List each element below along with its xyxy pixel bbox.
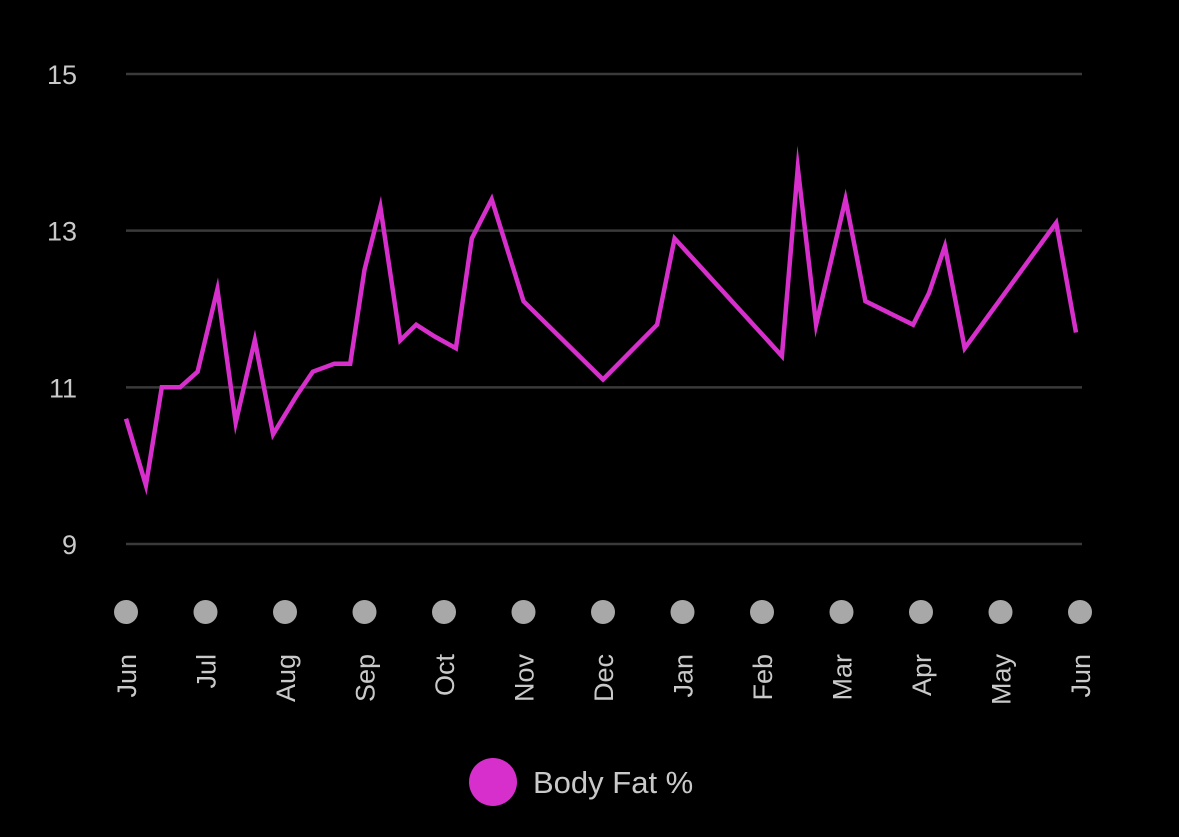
x-tick-label-mar: Mar (828, 654, 858, 701)
x-axis-tick-labels: Jun Jul Aug Sep Oct Nov Dec Jan Feb Mar Apr May Jun (112, 654, 1096, 706)
x-tick-label-may: May (987, 654, 1017, 706)
x-tick-label-jun: Jun (1066, 654, 1096, 698)
series-lines (123, 145, 1079, 496)
x-tick-dot (432, 600, 456, 624)
x-tick-dot (193, 600, 218, 624)
x-axis-tick-dots (114, 600, 1092, 624)
x-tick-dot (750, 600, 774, 624)
x-tick-dot (909, 600, 933, 624)
x-tick-dot (988, 600, 1013, 624)
series-line-body-fat (123, 145, 1079, 496)
x-tick-label-dec: Dec (589, 654, 619, 702)
legend: Body Fat % (469, 758, 693, 806)
x-tick-dot (829, 600, 854, 624)
x-tick-label-jul: Jul (192, 654, 222, 689)
y-tick-label: 13 (47, 217, 77, 247)
legend-label-body-fat: Body Fat % (533, 765, 693, 800)
x-tick-dot (273, 600, 297, 624)
y-axis-tick-labels: 9 11 13 15 (47, 60, 77, 560)
y-tick-label: 11 (49, 373, 77, 403)
x-tick-label-aug: Aug (271, 654, 301, 702)
x-tick-label-sep: Sep (351, 654, 381, 702)
x-tick-dot (114, 600, 138, 624)
x-tick-dot (511, 600, 536, 624)
x-tick-label-oct: Oct (430, 654, 460, 697)
x-tick-label-apr: Apr (907, 654, 937, 696)
x-tick-label-jan: Jan (669, 654, 699, 698)
y-tick-label: 9 (62, 530, 77, 560)
x-tick-label-jun: Jun (112, 654, 142, 698)
x-tick-label-feb: Feb (748, 654, 778, 701)
x-tick-dot (352, 600, 377, 624)
x-tick-dot (670, 600, 695, 624)
y-tick-label: 15 (47, 60, 77, 90)
x-tick-dot (591, 600, 615, 624)
x-tick-label-nov: Nov (510, 654, 540, 703)
legend-swatch (469, 758, 517, 806)
y-gridlines (126, 72, 1082, 546)
x-tick-dot (1068, 600, 1092, 624)
